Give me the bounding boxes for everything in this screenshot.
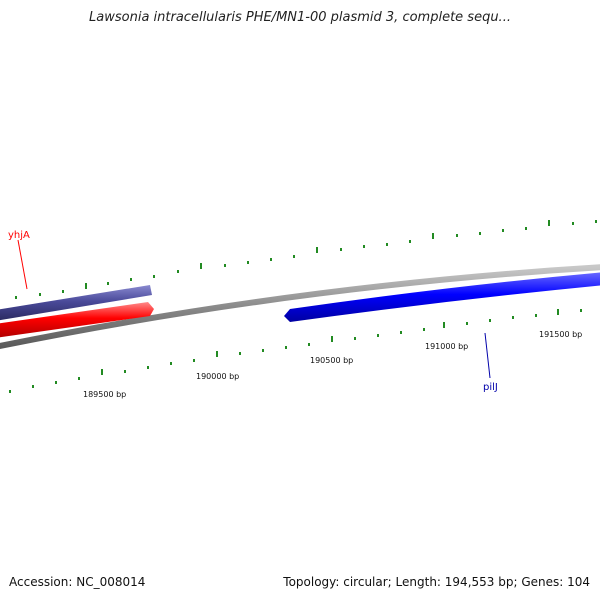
ruler-label-191500: 191500 bp bbox=[539, 330, 582, 339]
page-title: Lawsonia intracellularis PHE/MN1-00 plas… bbox=[89, 10, 511, 25]
inner-ticks bbox=[9, 309, 582, 393]
outer-ticks bbox=[15, 220, 597, 299]
topology-summary: Topology: circular; Length: 194,553 bp; … bbox=[283, 575, 590, 589]
ruler-label-190500: 190500 bp bbox=[310, 356, 353, 365]
gene-label-line-pilJ bbox=[484, 332, 491, 379]
accession-text: Accession: NC_008014 bbox=[9, 575, 146, 589]
gene-arrow-pilJ bbox=[284, 272, 600, 322]
gene-label-line-yhjA bbox=[17, 239, 28, 290]
gene-arrow-purple bbox=[0, 285, 152, 321]
ruler-label-190000: 190000 bp bbox=[196, 372, 239, 381]
ruler-label-191000: 191000 bp bbox=[425, 342, 468, 351]
plasmid-backbone bbox=[0, 264, 600, 350]
gene-label-yhjA: yhjA bbox=[8, 230, 30, 241]
gene-arrow-yhjA bbox=[0, 302, 154, 338]
ruler-label-189500: 189500 bp bbox=[83, 390, 126, 399]
gene-label-pilJ: pilJ bbox=[483, 382, 498, 393]
